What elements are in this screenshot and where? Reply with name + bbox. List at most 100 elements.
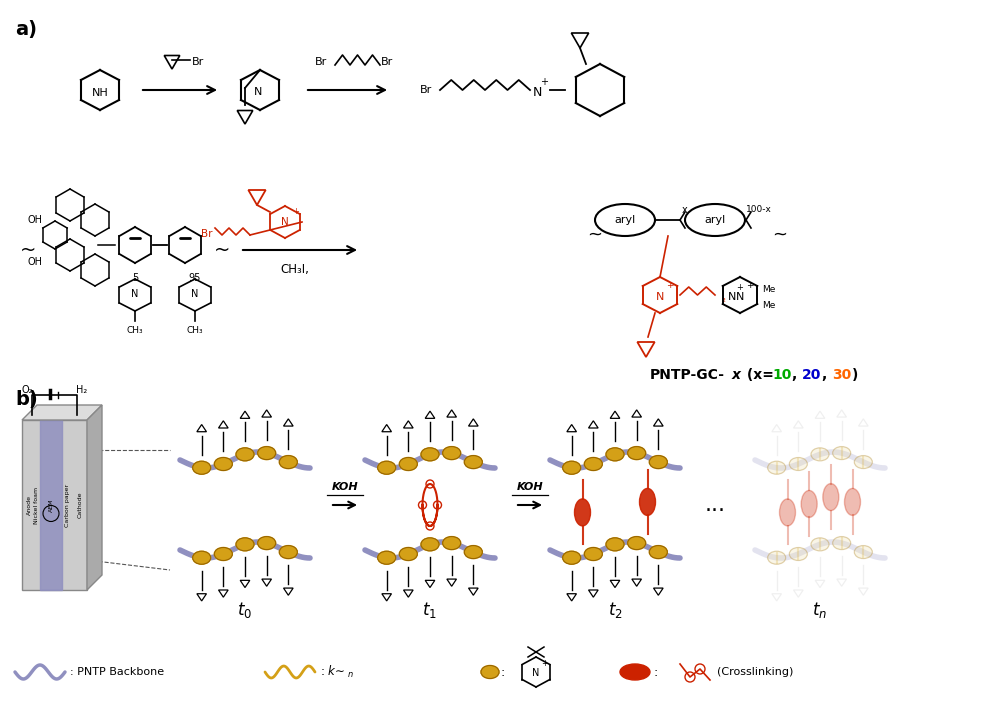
Text: ₂: ₂ xyxy=(722,294,726,304)
Ellipse shape xyxy=(620,664,650,680)
Ellipse shape xyxy=(768,461,786,474)
Text: +: + xyxy=(293,208,299,216)
Text: +: + xyxy=(542,659,548,669)
Text: NH: NH xyxy=(92,88,108,98)
Ellipse shape xyxy=(640,488,656,516)
Text: +: + xyxy=(746,281,754,289)
Text: N: N xyxy=(191,289,199,299)
Text: N: N xyxy=(281,217,289,227)
Ellipse shape xyxy=(854,455,872,468)
Text: N: N xyxy=(736,292,744,302)
Ellipse shape xyxy=(378,551,396,564)
Text: : PNTP Backbone: : PNTP Backbone xyxy=(70,667,164,677)
Ellipse shape xyxy=(584,548,602,561)
Text: CH₃: CH₃ xyxy=(187,326,203,335)
Text: 100-x: 100-x xyxy=(746,205,772,215)
Text: 5: 5 xyxy=(132,273,138,283)
Text: ...: ... xyxy=(704,495,726,515)
Text: ,: , xyxy=(822,368,832,382)
Ellipse shape xyxy=(464,546,482,558)
Ellipse shape xyxy=(628,536,646,550)
Ellipse shape xyxy=(811,448,829,461)
Ellipse shape xyxy=(854,546,872,558)
Text: Carbon paper: Carbon paper xyxy=(66,483,70,526)
Text: O₂: O₂ xyxy=(21,385,33,395)
Text: N: N xyxy=(131,289,139,299)
Text: Br: Br xyxy=(420,85,432,95)
Text: Br: Br xyxy=(202,229,213,239)
Ellipse shape xyxy=(279,455,297,468)
Text: 20: 20 xyxy=(802,368,821,382)
Ellipse shape xyxy=(789,548,807,561)
Ellipse shape xyxy=(279,546,297,558)
Text: t$_n$: t$_n$ xyxy=(812,600,828,620)
Ellipse shape xyxy=(649,455,667,468)
Text: ~: ~ xyxy=(214,241,230,259)
Text: x: x xyxy=(732,368,741,382)
Ellipse shape xyxy=(481,665,499,679)
Text: KOH: KOH xyxy=(332,482,358,492)
Text: N: N xyxy=(532,668,540,678)
Ellipse shape xyxy=(214,548,232,561)
Ellipse shape xyxy=(236,448,254,461)
Text: 95: 95 xyxy=(189,273,201,283)
Ellipse shape xyxy=(399,548,417,561)
Text: N: N xyxy=(254,87,262,97)
Ellipse shape xyxy=(421,448,439,461)
Text: OH: OH xyxy=(28,215,42,225)
Text: 30: 30 xyxy=(832,368,851,382)
Text: x: x xyxy=(682,205,688,215)
Text: ~: ~ xyxy=(588,226,602,244)
Ellipse shape xyxy=(811,538,829,551)
Ellipse shape xyxy=(833,447,851,460)
Ellipse shape xyxy=(768,551,786,564)
Ellipse shape xyxy=(563,551,581,564)
Ellipse shape xyxy=(214,458,232,470)
Text: H₂: H₂ xyxy=(76,385,88,395)
Text: +: + xyxy=(666,281,674,289)
Ellipse shape xyxy=(606,538,624,551)
Text: : $\mathit{k}\!\sim_n$: : $\mathit{k}\!\sim_n$ xyxy=(320,664,354,680)
Text: (x=: (x= xyxy=(742,368,774,382)
Text: ,: , xyxy=(792,368,802,382)
Text: +: + xyxy=(540,77,548,87)
Text: 10: 10 xyxy=(772,368,791,382)
Text: CH₃I,: CH₃I, xyxy=(281,263,309,276)
Text: t$_1$: t$_1$ xyxy=(422,600,438,620)
Ellipse shape xyxy=(780,499,796,526)
Ellipse shape xyxy=(563,461,581,474)
Ellipse shape xyxy=(649,546,667,558)
Text: N: N xyxy=(533,85,542,99)
Text: ~: ~ xyxy=(772,226,788,244)
Ellipse shape xyxy=(443,536,461,550)
Text: Me: Me xyxy=(762,301,775,309)
Ellipse shape xyxy=(399,458,417,470)
Text: Me: Me xyxy=(762,286,775,294)
Ellipse shape xyxy=(464,455,482,468)
Text: Nickel foam: Nickel foam xyxy=(34,486,38,523)
Text: ): ) xyxy=(852,368,858,382)
Ellipse shape xyxy=(628,447,646,460)
Text: PNTP-GC-: PNTP-GC- xyxy=(650,368,725,382)
Text: CH₃: CH₃ xyxy=(127,326,143,335)
Ellipse shape xyxy=(236,538,254,551)
Ellipse shape xyxy=(378,461,396,474)
Text: Br: Br xyxy=(315,57,327,67)
Text: aryl: aryl xyxy=(614,215,636,225)
Ellipse shape xyxy=(258,447,276,460)
Text: b): b) xyxy=(15,390,38,409)
Text: :: : xyxy=(501,665,505,679)
Text: Br: Br xyxy=(192,57,204,67)
Ellipse shape xyxy=(574,499,590,526)
Text: t$_2$: t$_2$ xyxy=(608,600,622,620)
Polygon shape xyxy=(22,420,87,590)
Text: Br: Br xyxy=(381,57,393,67)
Ellipse shape xyxy=(421,538,439,551)
Ellipse shape xyxy=(443,447,461,460)
Ellipse shape xyxy=(801,490,817,518)
Ellipse shape xyxy=(193,461,211,474)
Polygon shape xyxy=(40,420,62,590)
Text: OH: OH xyxy=(28,257,42,267)
Ellipse shape xyxy=(844,488,860,516)
Text: N: N xyxy=(728,292,736,302)
